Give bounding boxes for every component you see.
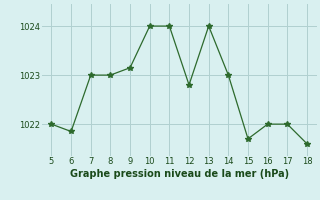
X-axis label: Graphe pression niveau de la mer (hPa): Graphe pression niveau de la mer (hPa) — [70, 169, 289, 179]
